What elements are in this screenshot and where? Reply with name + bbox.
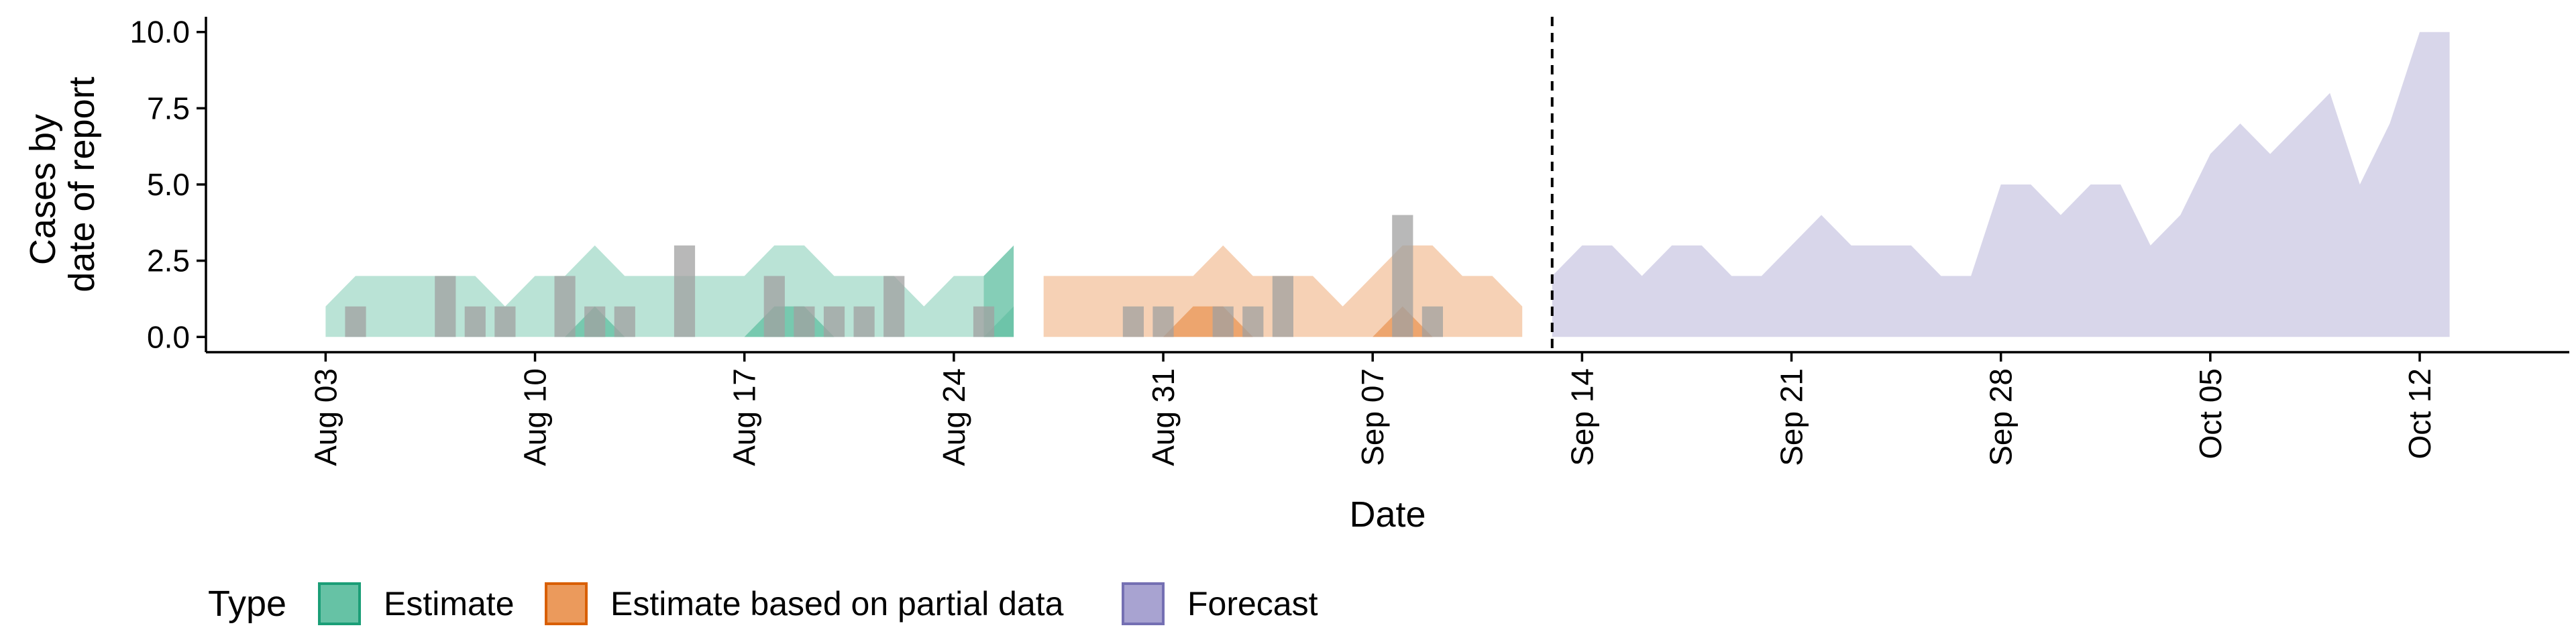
observed-bar (823, 306, 845, 337)
observed-bar (973, 306, 995, 337)
x-tick-label: Aug 24 (936, 368, 971, 466)
y-axis-title-line-2: date of report (62, 76, 102, 292)
observed-bar (345, 306, 366, 337)
x-tick-label: Sep 28 (1984, 368, 2019, 466)
y-ticks: 0.0 2.5 5.0 7.5 10.0 (129, 15, 206, 354)
x-tick-label: Sep 07 (1355, 368, 1390, 466)
x-tick-label: Aug 10 (518, 368, 553, 466)
observed-bars-layer (345, 215, 1443, 337)
observed-bar (674, 245, 696, 337)
observed-bar (1152, 306, 1174, 337)
x-axis-title: Date (1349, 494, 1426, 535)
ribbon-estimate-0 (325, 245, 984, 337)
y-tick-label: 7.5 (147, 91, 190, 125)
x-tick-label: Sep 14 (1564, 368, 1599, 466)
observed-bar (1392, 215, 1413, 337)
x-tick-label: Aug 31 (1146, 368, 1181, 466)
observed-bar (584, 306, 606, 337)
observed-bar (794, 306, 815, 337)
observed-bar (1421, 306, 1443, 337)
observed-bar (1242, 306, 1264, 337)
x-tick-label: Aug 17 (727, 368, 762, 466)
observed-bar (763, 276, 785, 337)
x-tick-label: Aug 03 (308, 368, 343, 466)
ribbon-forecast-0 (1552, 32, 2450, 337)
observed-bar (883, 276, 905, 337)
legend-label: Estimate (384, 585, 515, 623)
y-axis-title-line-1: Cases by (23, 114, 63, 265)
observed-bar (554, 276, 576, 337)
legend-key-forecast (1122, 582, 1165, 625)
ribbon-layer (325, 32, 2450, 337)
observed-bar (464, 306, 486, 337)
legend-label: Forecast (1187, 585, 1318, 623)
observed-bar (435, 276, 456, 337)
y-tick-label: 5.0 (147, 167, 190, 202)
legend-title: Type (208, 584, 286, 624)
y-axis-title: Cases by date of report (23, 76, 102, 292)
y-tick-label: 2.5 (147, 244, 190, 278)
observed-bar (494, 306, 516, 337)
x-tick-label: Oct 05 (2193, 368, 2228, 460)
x-tick-label: Oct 12 (2402, 368, 2437, 460)
legend: Type Estimate Estimate based on partial d… (208, 582, 1318, 625)
y-tick-label: 0.0 (147, 319, 190, 354)
observed-bar (1272, 276, 1293, 337)
observed-bar (1122, 306, 1144, 337)
observed-bar (614, 306, 635, 337)
legend-key-estimate (318, 582, 361, 625)
x-ticks: Aug 03 Aug 10 Aug 17 Aug 24 Aug 31 Sep 07 Sep … (308, 352, 2437, 466)
x-tick-label: Sep 21 (1774, 368, 1809, 466)
legend-label: Estimate based on partial data (610, 585, 1064, 623)
y-tick-label: 10.0 (129, 15, 190, 50)
legend-key-estimate-based-on-partial-data (545, 582, 588, 625)
observed-bar (1212, 306, 1234, 337)
observed-bar (853, 306, 875, 337)
